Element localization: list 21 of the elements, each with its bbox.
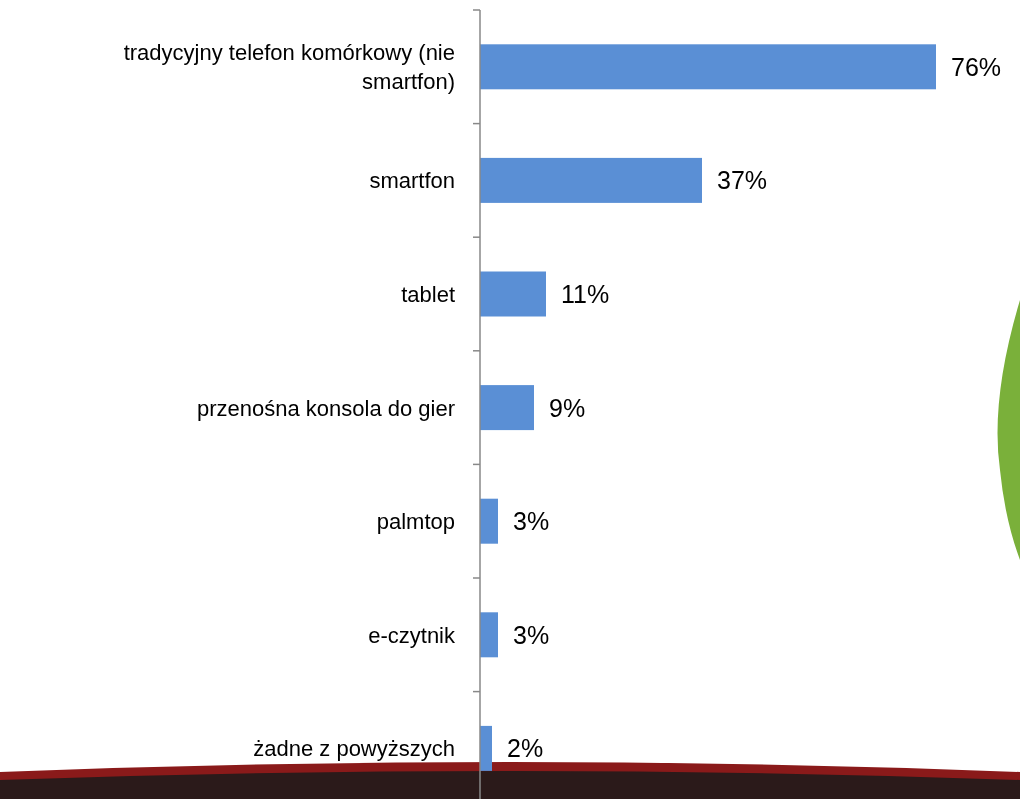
y-tick-label: tablet bbox=[401, 282, 455, 307]
y-tick-label: żadne z powyższych bbox=[253, 736, 455, 762]
data-label: 76% bbox=[951, 52, 1002, 81]
bar bbox=[480, 498, 498, 544]
bar bbox=[480, 157, 702, 203]
data-label: 11% bbox=[561, 280, 610, 308]
y-tick-label: przenośna konsola do gier bbox=[196, 395, 455, 421]
data-label: 3% bbox=[513, 507, 550, 536]
data-label: 9% bbox=[549, 393, 586, 422]
data-label: 37% bbox=[717, 166, 768, 195]
data-label: 3% bbox=[513, 620, 550, 649]
bar bbox=[480, 44, 936, 90]
bar bbox=[480, 612, 498, 658]
y-tick-label: smartfon bbox=[369, 168, 455, 194]
y-tick-label: palmtop bbox=[376, 509, 455, 535]
data-label: 2% bbox=[507, 734, 544, 763]
y-tick-label: tradycyjny telefon komórkowy (nie smartfon) bbox=[123, 40, 455, 95]
y-tick-label: e-czytnik bbox=[368, 622, 456, 648]
bar bbox=[480, 271, 546, 317]
bar bbox=[480, 725, 492, 771]
bar bbox=[480, 385, 534, 431]
